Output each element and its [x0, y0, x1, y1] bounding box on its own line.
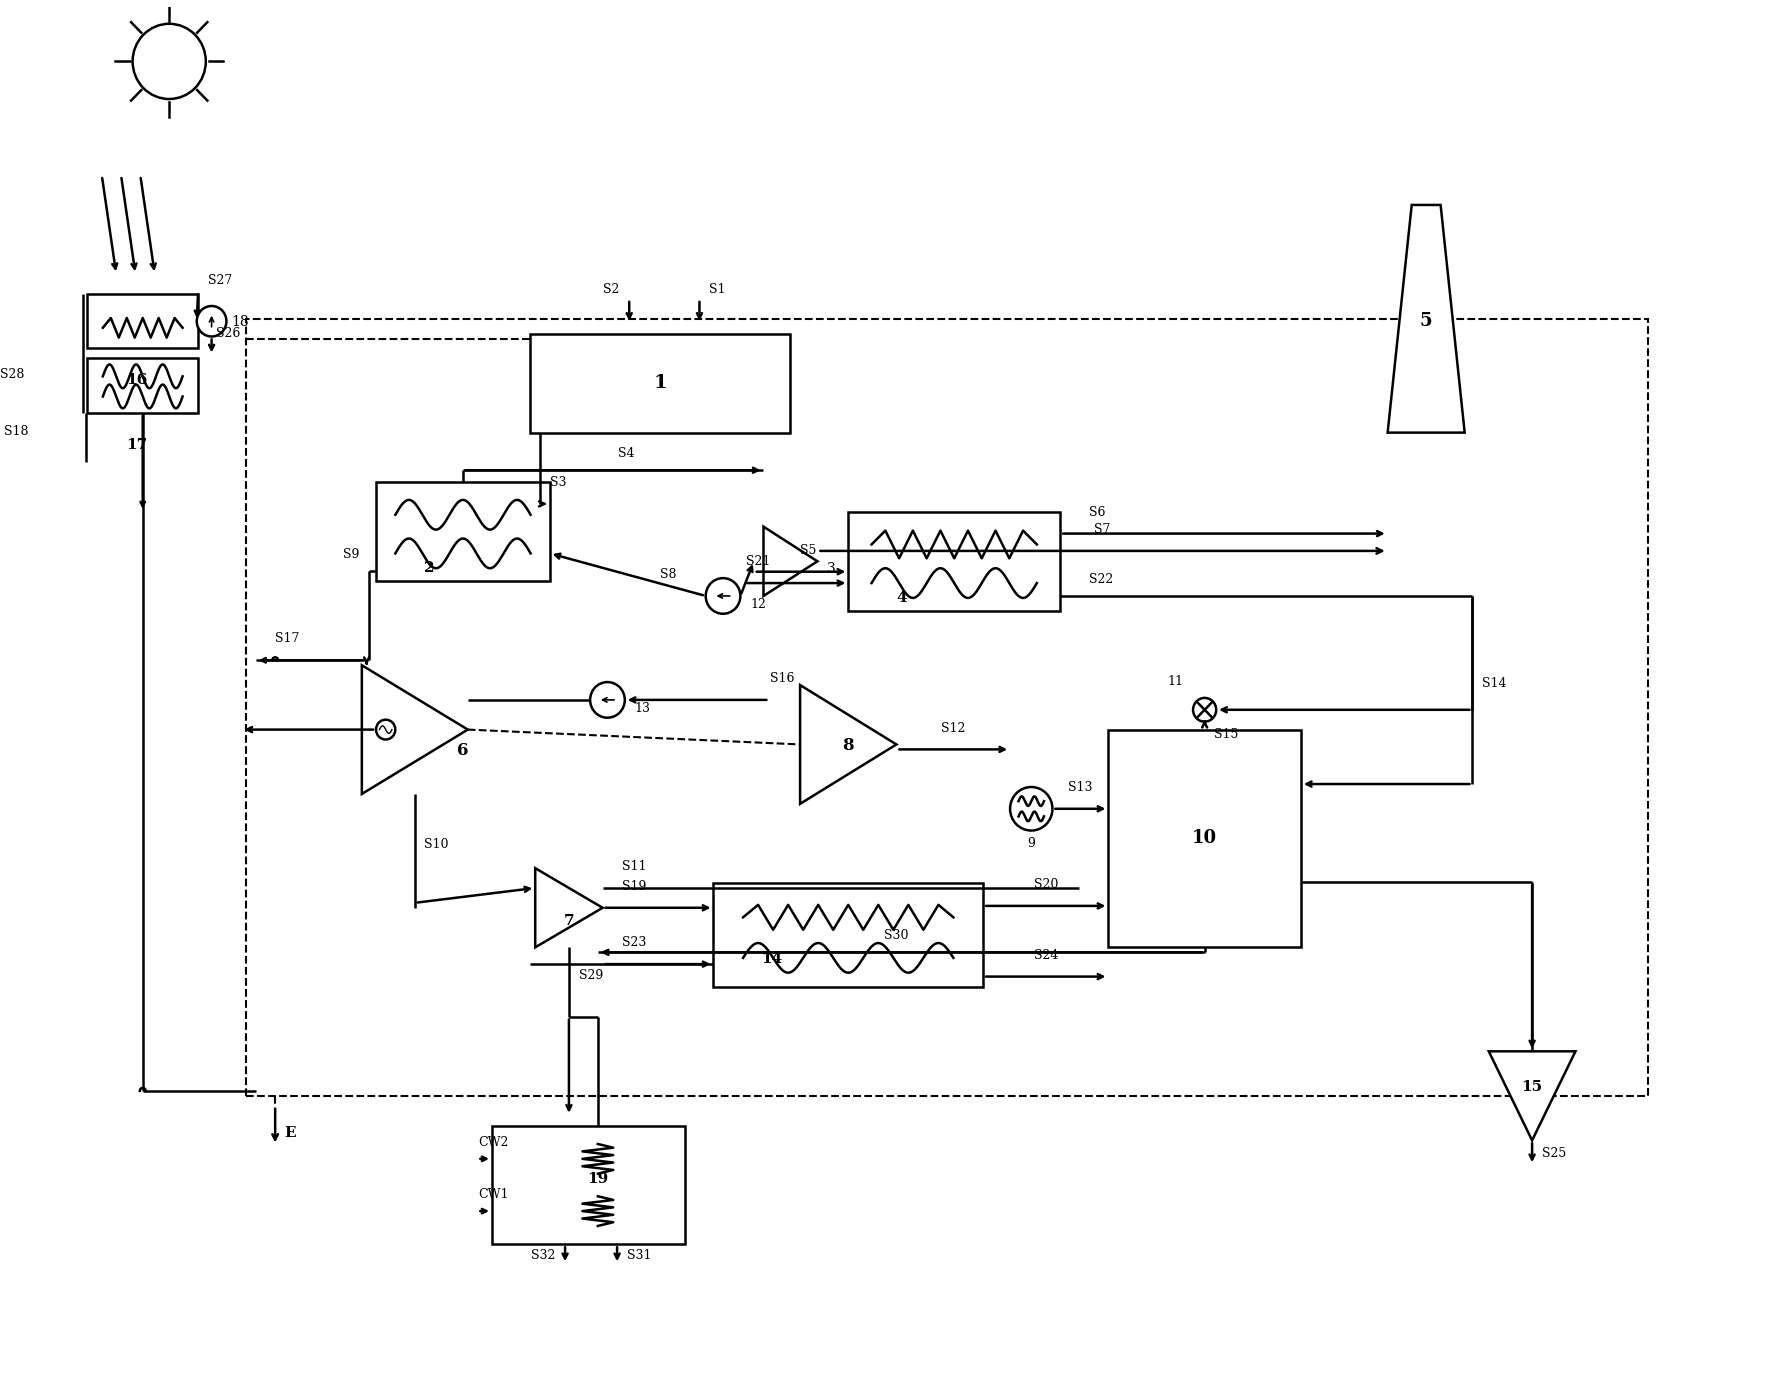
Text: S27: S27: [208, 273, 233, 287]
Polygon shape: [1488, 1051, 1575, 1140]
Circle shape: [377, 720, 396, 739]
Text: 13: 13: [634, 702, 650, 714]
Text: 5: 5: [1419, 312, 1433, 330]
Text: 18: 18: [231, 316, 249, 330]
Text: 7: 7: [563, 913, 574, 928]
Text: S14: S14: [1481, 677, 1506, 690]
Text: 14: 14: [762, 953, 783, 967]
Text: 10: 10: [1192, 830, 1217, 848]
Polygon shape: [535, 869, 602, 947]
Text: 8: 8: [842, 738, 854, 754]
Text: S31: S31: [627, 1249, 652, 1262]
Bar: [377, 483, 549, 581]
Text: S7: S7: [1094, 523, 1110, 536]
Text: S28: S28: [0, 368, 25, 381]
Text: 17: 17: [126, 437, 147, 451]
Circle shape: [197, 306, 226, 336]
Text: 2: 2: [424, 561, 435, 575]
Bar: [531, 334, 790, 433]
Text: S2: S2: [604, 283, 620, 296]
Text: S8: S8: [661, 568, 677, 581]
Text: S17: S17: [275, 633, 300, 645]
Text: S18: S18: [4, 425, 28, 437]
Text: S30: S30: [884, 929, 909, 942]
Text: S12: S12: [941, 721, 966, 735]
Bar: [1108, 729, 1302, 947]
Text: S4: S4: [618, 447, 636, 461]
Text: S19: S19: [622, 880, 646, 894]
Bar: [87, 359, 199, 412]
Text: S3: S3: [549, 476, 567, 490]
Text: S5: S5: [801, 543, 817, 557]
Text: CW2: CW2: [478, 1136, 508, 1149]
Text: 4: 4: [897, 592, 908, 605]
Circle shape: [705, 578, 741, 614]
Bar: [714, 883, 984, 987]
Text: 16: 16: [126, 374, 147, 387]
Text: S23: S23: [622, 936, 646, 949]
Text: 11: 11: [1167, 674, 1183, 688]
Text: 9: 9: [1027, 837, 1035, 851]
Text: CW1: CW1: [478, 1189, 510, 1201]
Text: S13: S13: [1067, 781, 1092, 794]
Text: E: E: [284, 1127, 297, 1140]
Polygon shape: [764, 527, 817, 596]
Text: S32: S32: [531, 1249, 556, 1262]
Polygon shape: [801, 685, 897, 804]
Text: S25: S25: [1542, 1147, 1566, 1160]
Text: 15: 15: [1522, 1080, 1543, 1094]
Text: S29: S29: [579, 969, 602, 982]
Circle shape: [590, 683, 625, 717]
Text: 3: 3: [828, 563, 836, 576]
Polygon shape: [362, 665, 467, 794]
Text: 1: 1: [654, 374, 668, 392]
Text: 19: 19: [588, 1172, 609, 1186]
Text: S26: S26: [217, 327, 242, 339]
Bar: [492, 1125, 684, 1244]
Text: S15: S15: [1215, 728, 1238, 742]
Text: S6: S6: [1089, 506, 1105, 519]
Polygon shape: [1387, 205, 1465, 433]
Text: S10: S10: [424, 838, 449, 851]
Text: 12: 12: [749, 598, 765, 611]
Circle shape: [1193, 698, 1217, 721]
Bar: [247, 319, 1648, 1096]
Text: S24: S24: [1034, 949, 1058, 961]
Text: S1: S1: [709, 283, 726, 296]
Text: S22: S22: [1089, 574, 1114, 586]
Text: S16: S16: [771, 672, 794, 685]
Text: S20: S20: [1034, 878, 1058, 891]
Bar: [87, 294, 199, 349]
Circle shape: [133, 23, 206, 99]
Text: S9: S9: [343, 549, 359, 561]
Text: S11: S11: [622, 860, 646, 873]
Text: S21: S21: [746, 556, 771, 568]
Bar: [849, 512, 1060, 611]
Text: 6: 6: [456, 742, 469, 760]
Circle shape: [1011, 787, 1053, 830]
